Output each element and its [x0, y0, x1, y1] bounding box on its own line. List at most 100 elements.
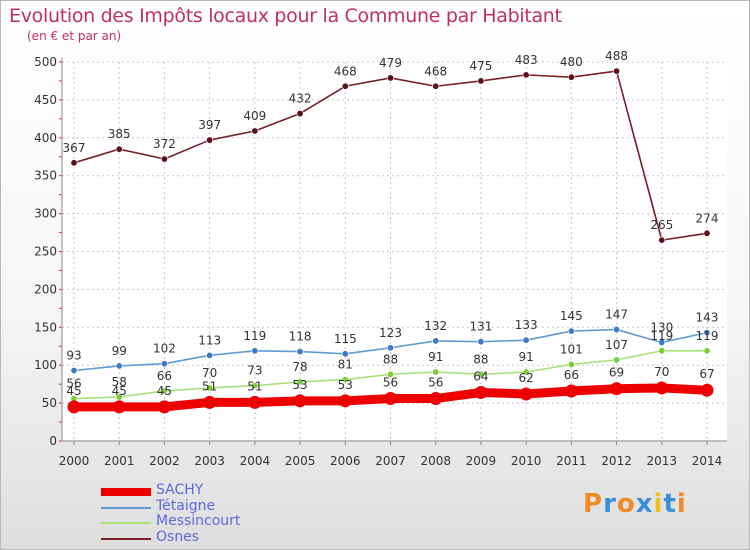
data-point-osnes [477, 77, 485, 85]
data-point-sachy [655, 381, 669, 395]
data-label-osnes: 432 [289, 92, 312, 106]
data-label-tetaigne: 131 [469, 320, 492, 334]
data-point-tetaigne [115, 362, 123, 370]
x-tick-label: 2005 [285, 454, 316, 468]
data-point-messincourt [567, 360, 575, 368]
data-point-tetaigne [522, 336, 530, 344]
y-tick-label: 50 [42, 396, 57, 410]
series-sachy: 45 45 45 51 51 53 53 56 56 64 62 66 69 70 67 [66, 365, 715, 414]
data-label-osnes: 480 [560, 55, 583, 69]
data-label-messincourt: 91 [428, 350, 443, 364]
legend-label-osnes: Osnes [156, 528, 200, 545]
logo-letter: t [663, 489, 677, 519]
data-point-tetaigne [160, 360, 168, 368]
data-point-osnes [703, 229, 711, 237]
data-point-tetaigne [296, 348, 304, 356]
data-point-messincourt [386, 370, 394, 378]
data-label-messincourt: 88 [383, 352, 398, 366]
x-tick-label: 2009 [466, 454, 497, 468]
chart-subtitle: (en € et par an) [27, 29, 122, 43]
data-point-messincourt [251, 382, 259, 390]
data-label-osnes: 372 [153, 137, 176, 151]
legend-label-sachy: SACHY [156, 482, 204, 498]
data-point-sachy [610, 382, 624, 396]
data-point-tetaigne [477, 338, 485, 346]
data-label-osnes: 409 [243, 109, 266, 123]
data-label-messincourt: 58 [112, 375, 127, 389]
data-label-osnes: 468 [424, 64, 447, 78]
x-tick-label: 2004 [240, 454, 271, 468]
x-tick-label: 2007 [375, 454, 406, 468]
y-tick-label: 250 [34, 245, 57, 259]
data-label-tetaigne: 143 [696, 311, 719, 325]
series-tetaigne: 93 99 102 113 119 118 115 123 132 131 133 145 147 130… [66, 308, 719, 375]
x-tick-label: 2014 [692, 454, 723, 468]
data-point-tetaigne [386, 344, 394, 352]
x-tick-label: 2000 [59, 454, 90, 468]
data-point-tetaigne [613, 326, 621, 334]
data-point-sachy [338, 394, 352, 408]
data-point-osnes [70, 159, 78, 167]
data-label-sachy: 69 [609, 366, 624, 380]
data-point-sachy [384, 392, 397, 406]
data-label-messincourt: 88 [473, 352, 488, 366]
data-label-tetaigne: 99 [112, 344, 127, 358]
data-label-osnes: 367 [63, 141, 86, 155]
data-point-tetaigne [70, 367, 78, 375]
data-label-sachy: 45 [157, 384, 172, 398]
data-point-osnes [567, 73, 575, 81]
data-label-sachy: 64 [473, 369, 488, 383]
data-point-osnes [296, 110, 304, 118]
data-point-tetaigne [251, 347, 259, 355]
legend-swatch-tetaigne [101, 506, 151, 509]
x-tick-label: 2002 [149, 454, 180, 468]
data-label-messincourt: 73 [247, 364, 262, 378]
data-label-messincourt: 101 [560, 342, 583, 356]
data-point-messincourt [115, 393, 123, 401]
x-tick-label: 2008 [420, 454, 451, 468]
data-label-messincourt: 91 [519, 350, 534, 364]
data-label-osnes: 265 [650, 218, 673, 232]
x-tick-label: 2001 [104, 454, 135, 468]
data-label-sachy: 56 [383, 376, 398, 390]
data-label-messincourt: 107 [605, 338, 628, 352]
data-label-sachy: 56 [428, 376, 443, 390]
data-label-sachy: 53 [338, 378, 353, 392]
x-tick-label: 2011 [556, 454, 587, 468]
data-label-sachy: 45 [66, 384, 81, 398]
data-point-tetaigne [206, 351, 214, 359]
data-point-sachy [474, 385, 488, 399]
data-label-messincourt: 70 [202, 366, 217, 380]
data-label-osnes: 475 [469, 59, 492, 73]
proxiti-logo: Proxiti [583, 489, 687, 519]
logo-letter: r [603, 489, 617, 519]
data-point-messincourt [206, 384, 214, 392]
logo-letter: x [635, 489, 654, 519]
data-label-tetaigne: 130 [650, 320, 673, 334]
data-label-osnes: 274 [696, 211, 719, 225]
data-point-osnes [658, 236, 666, 244]
data-point-messincourt [432, 368, 440, 376]
y-tick-label: 300 [34, 207, 57, 221]
data-label-tetaigne: 123 [379, 326, 402, 340]
data-point-osnes [160, 155, 168, 163]
legend-swatch-messincourt [101, 522, 151, 524]
data-label-messincourt: 119 [696, 329, 719, 343]
x-tick-label: 2013 [647, 454, 678, 468]
data-point-sachy [157, 400, 171, 414]
data-label-tetaigne: 115 [334, 332, 357, 346]
data-label-tetaigne: 145 [560, 309, 583, 323]
data-point-sachy [112, 400, 126, 414]
chart-title: Evolution des Impôts locaux pour la Comm… [9, 5, 562, 27]
x-tick-label: 2010 [511, 454, 542, 468]
data-point-osnes [206, 136, 214, 144]
data-label-tetaigne: 132 [424, 319, 447, 333]
data-point-messincourt [522, 368, 530, 376]
data-point-tetaigne [432, 337, 440, 345]
data-label-tetaigne: 147 [605, 308, 628, 322]
data-label-tetaigne: 119 [243, 329, 266, 343]
data-point-sachy [564, 384, 578, 398]
data-label-messincourt: 119 [650, 329, 673, 343]
data-point-messincourt [341, 376, 349, 384]
